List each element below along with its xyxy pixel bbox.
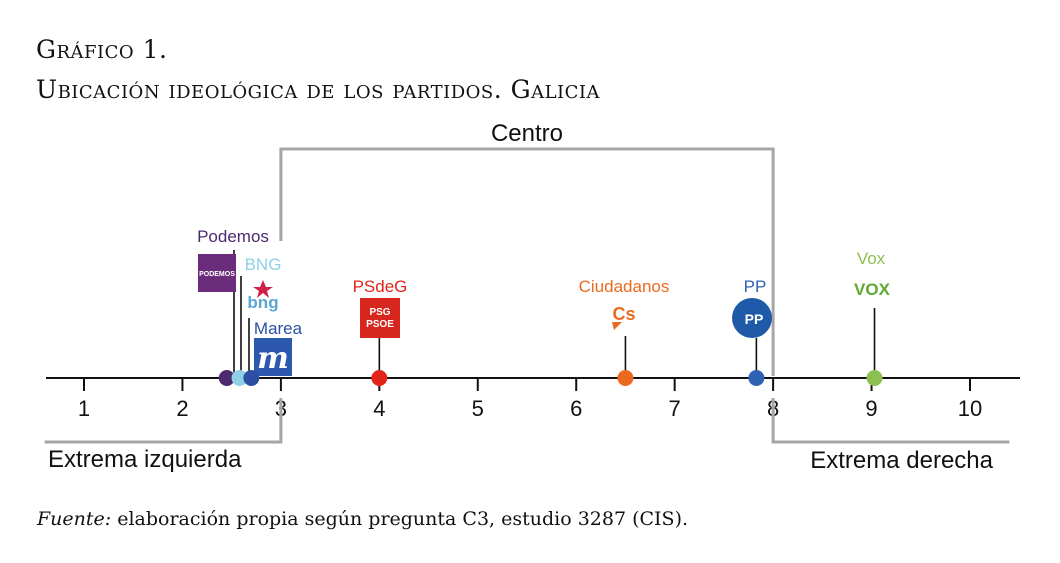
party-label-pp: PP <box>744 277 767 296</box>
point-ciudadanos <box>617 370 634 386</box>
logo-ciudadanos-icon <box>612 322 622 330</box>
zone-bracket-extrema-derecha <box>771 398 1010 444</box>
tick-label-10: 10 <box>958 396 982 421</box>
party-label-ciudadanos: Ciudadanos <box>579 277 670 296</box>
party-label-vox: Vox <box>857 249 886 268</box>
title-block: Gráfico 1. Ubicación ideológica de los p… <box>36 30 600 110</box>
party-label-bng: BNG <box>245 255 282 274</box>
zone-bracket-extrema-izquierda <box>44 398 283 444</box>
tick-label-7: 7 <box>669 396 681 421</box>
tick-label-1: 1 <box>78 396 90 421</box>
logo-bng-star-icon <box>253 280 273 298</box>
point-pp <box>748 370 765 386</box>
party-label-marea: Marea <box>254 319 303 338</box>
logo-pp-text: PP <box>745 311 764 327</box>
logo-pp-icon <box>732 298 772 338</box>
logo-marea-icon <box>254 338 292 376</box>
logo-psdeg-text-1: PSG <box>369 307 390 318</box>
party-label-psdeg: PSdeG <box>353 277 408 296</box>
source-text: elaboración propia según pregunta C3, es… <box>111 508 689 530</box>
point-podemos <box>218 370 235 386</box>
source-prefix: Fuente: <box>37 508 112 530</box>
point-bng <box>231 370 248 386</box>
figure-label: Gráfico 1. <box>36 35 168 64</box>
zone-label-extrema-izquierda: Extrema izquierda <box>48 446 242 473</box>
tick-label-4: 4 <box>373 396 385 421</box>
logo-ciudadanos-text: Cs <box>612 304 635 324</box>
logo-podemos-icon <box>198 254 236 292</box>
source-note: Fuente: elaboración propia según pregunt… <box>37 508 688 530</box>
logo-podemos-text: PODEMOS <box>199 271 235 278</box>
tick-label-5: 5 <box>472 396 484 421</box>
point-psdeg <box>371 370 388 386</box>
logo-bng-text: bng <box>247 293 278 312</box>
zone-label-centro: Centro <box>491 120 563 147</box>
logo-psdeg-text-2: PSOE <box>366 319 394 330</box>
tick-label-9: 9 <box>865 396 877 421</box>
zone-bracket-centro <box>279 147 775 376</box>
point-marea <box>243 370 260 386</box>
zone-label-extrema-derecha: Extrema derecha <box>810 447 993 474</box>
party-label-podemos: Podemos <box>197 227 269 246</box>
logo-psdeg-icon <box>360 298 400 338</box>
point-vox <box>866 370 883 386</box>
logo-marea-text: m <box>257 341 289 376</box>
chart-title: Ubicación ideológica de los partidos. Ga… <box>36 75 601 104</box>
tick-label-2: 2 <box>176 396 188 421</box>
tick-label-6: 6 <box>570 396 582 421</box>
logo-vox-text: VOX <box>854 280 891 299</box>
